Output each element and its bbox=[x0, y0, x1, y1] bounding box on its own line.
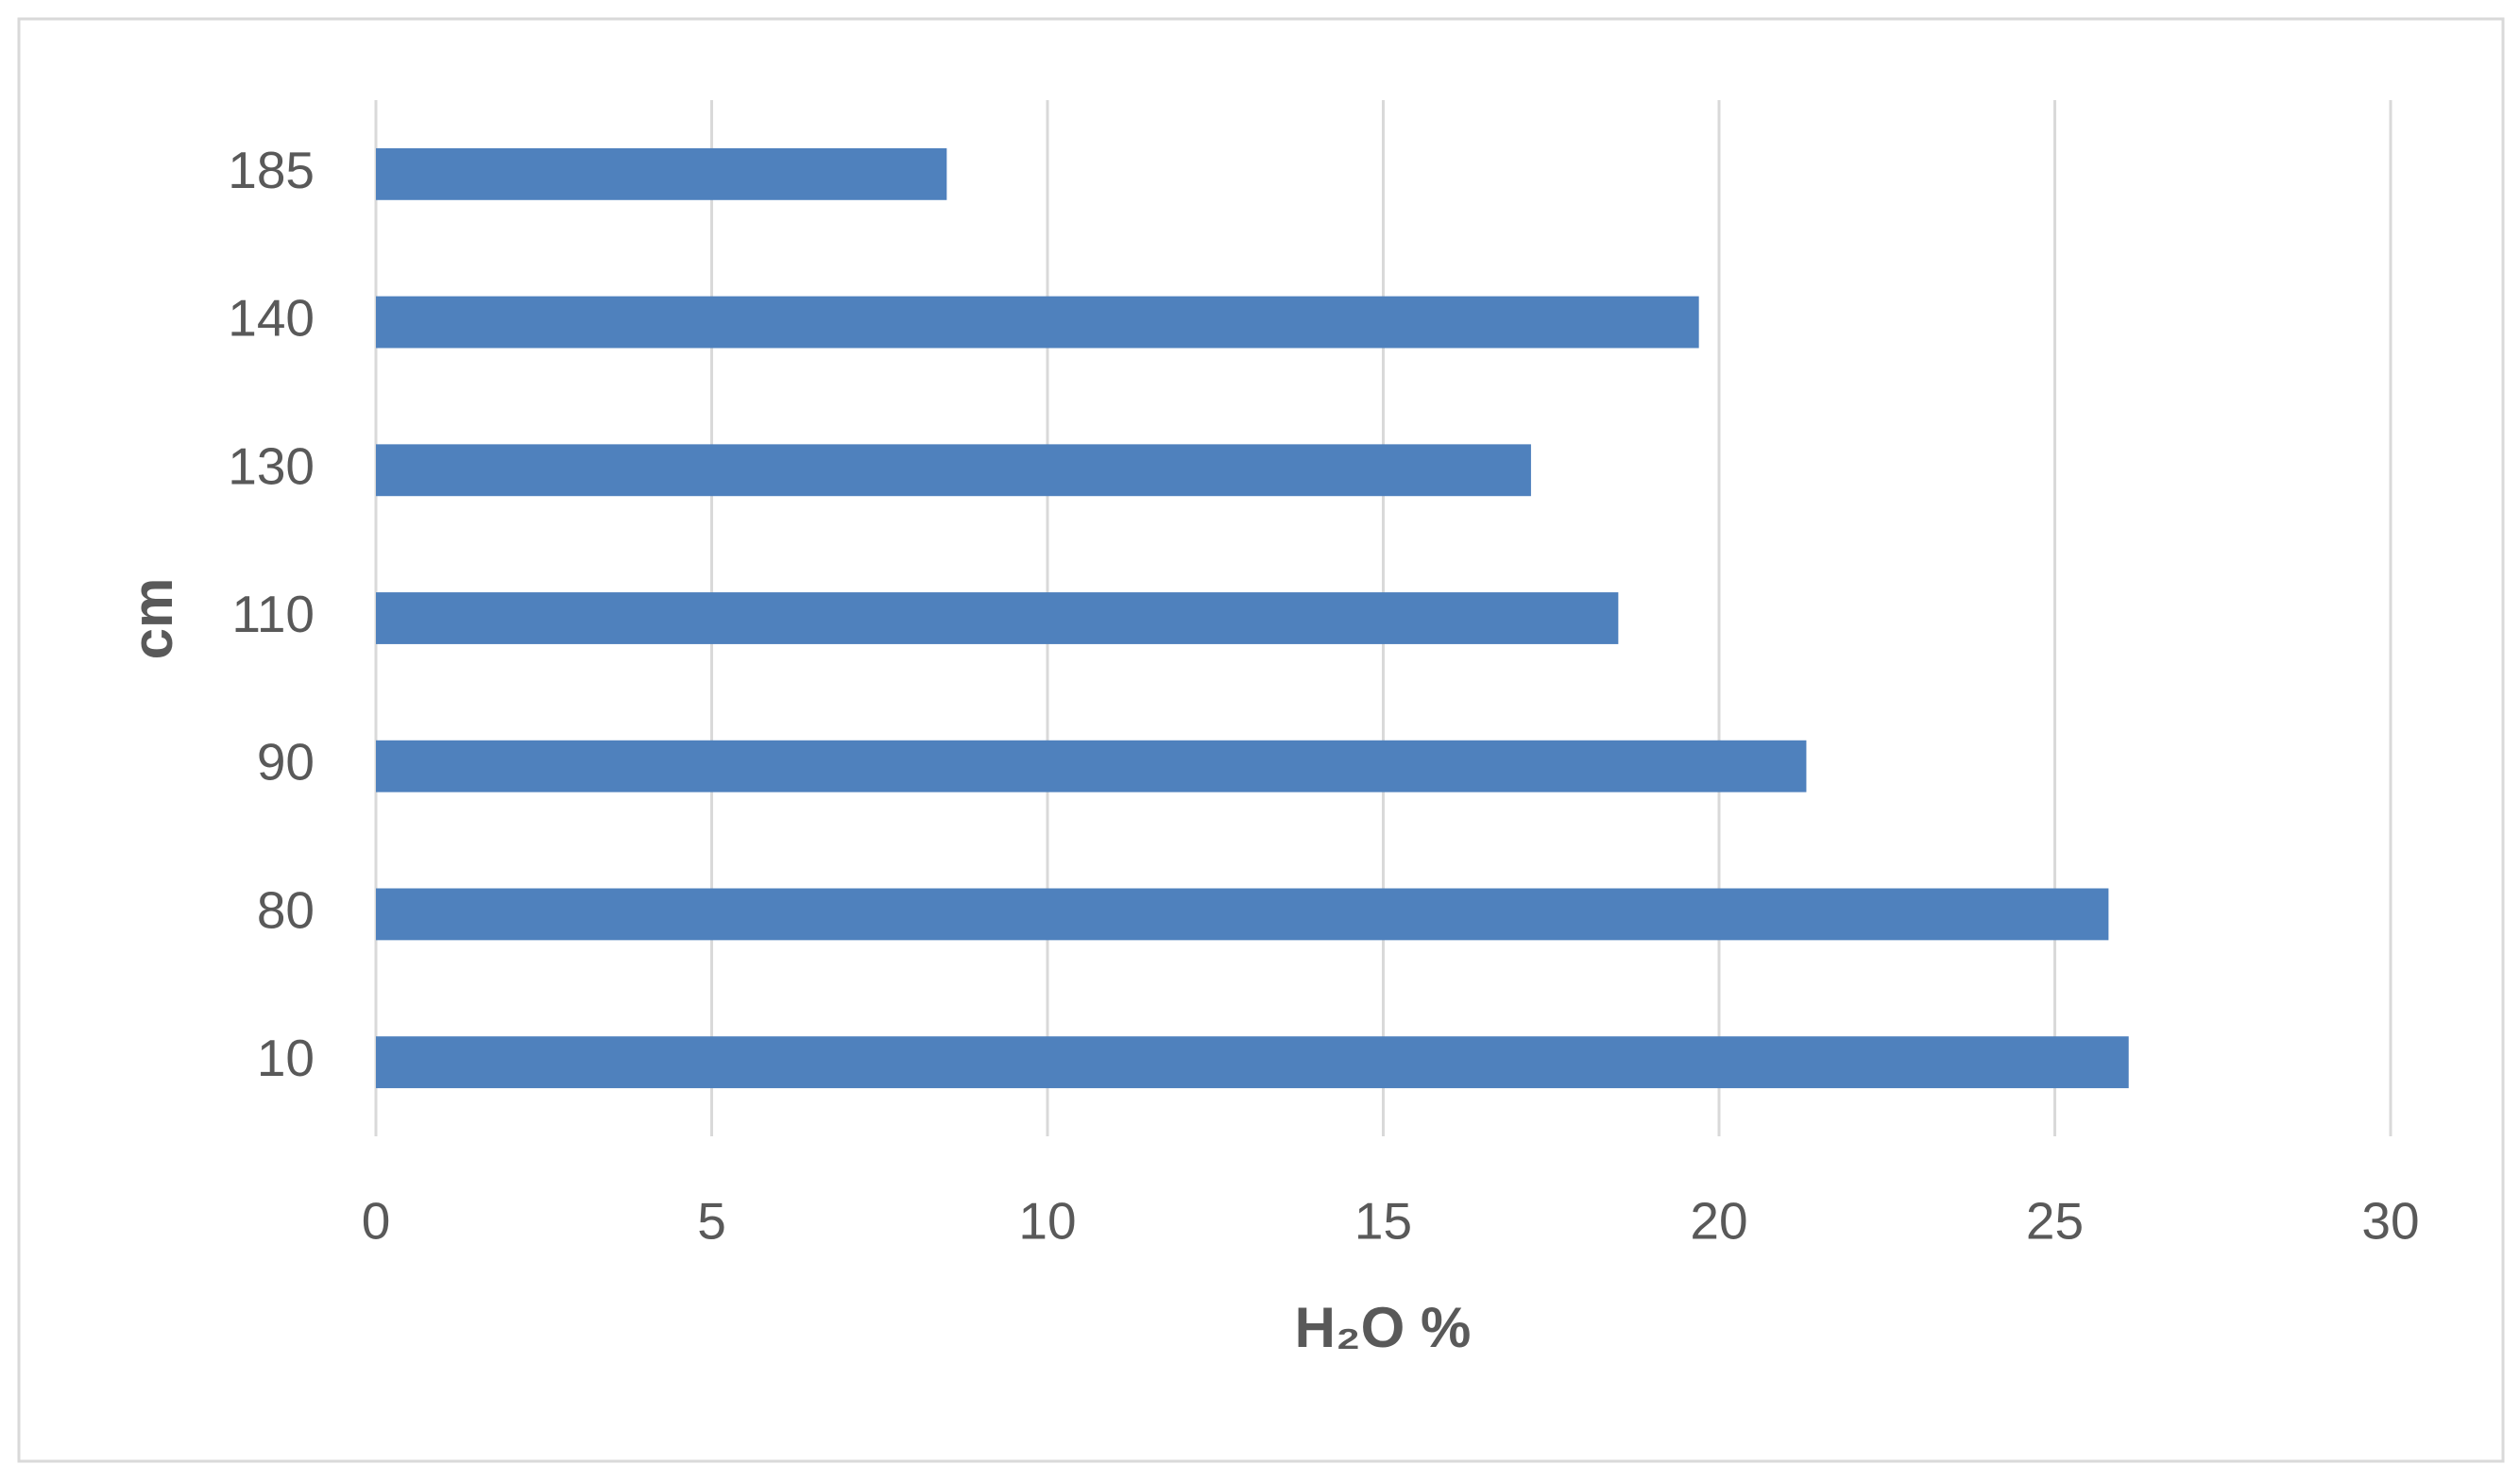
bar bbox=[376, 296, 1699, 349]
x-tick-label: 15 bbox=[1354, 1192, 1412, 1251]
x-tick-label: 0 bbox=[362, 1192, 391, 1251]
y-tick-label: 130 bbox=[228, 436, 315, 495]
x-tick-label: 25 bbox=[2026, 1192, 2084, 1251]
bar bbox=[376, 444, 1531, 497]
y-tick-label: 140 bbox=[228, 289, 315, 348]
x-tick-label: 20 bbox=[1690, 1192, 1747, 1251]
y-tick-label: 185 bbox=[228, 141, 315, 199]
x-tick-label: 30 bbox=[2361, 1192, 2419, 1251]
y-axis-title: cm bbox=[121, 578, 184, 660]
x-tick-label: 10 bbox=[1018, 1192, 1076, 1251]
bar bbox=[376, 888, 2109, 941]
bar bbox=[376, 1036, 2129, 1089]
y-tick-label: 10 bbox=[257, 1029, 315, 1087]
x-axis-title: H₂O % bbox=[1295, 1296, 1472, 1359]
bar bbox=[376, 592, 1619, 644]
y-tick-label: 110 bbox=[231, 585, 315, 643]
bar bbox=[376, 740, 1807, 792]
bar bbox=[376, 147, 947, 200]
chart-border bbox=[17, 17, 2505, 1463]
y-tick-label: 80 bbox=[257, 880, 315, 939]
x-tick-label: 5 bbox=[697, 1192, 726, 1251]
y-tick-label: 90 bbox=[257, 733, 315, 792]
